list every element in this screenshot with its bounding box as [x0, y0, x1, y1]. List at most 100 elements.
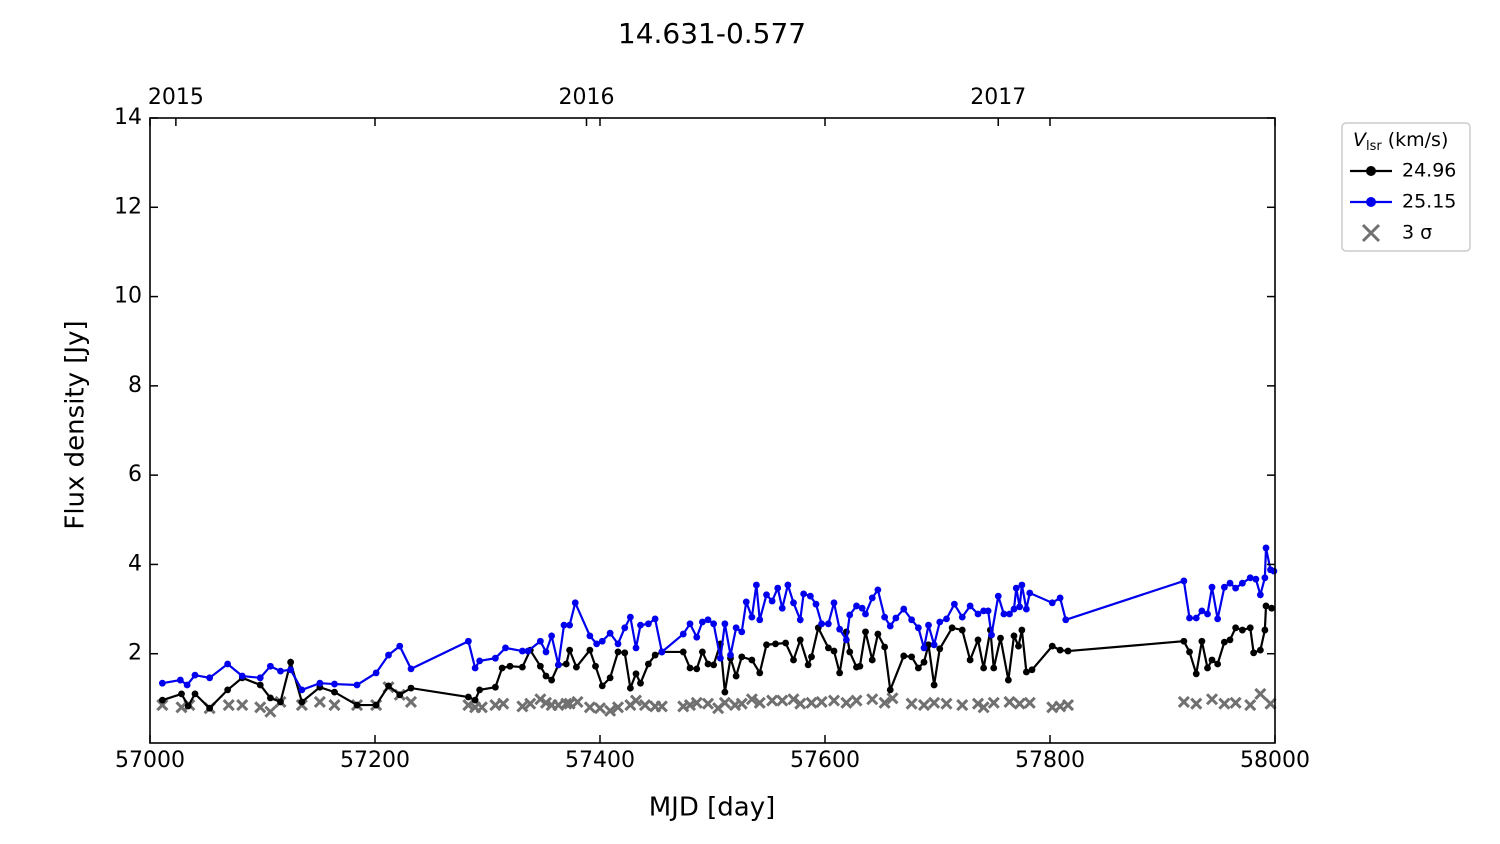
series-point — [298, 686, 306, 694]
series-point — [1056, 594, 1064, 602]
series-point — [900, 652, 908, 660]
sigma-point — [1177, 695, 1190, 708]
series-point — [908, 653, 916, 661]
series-point — [518, 663, 526, 671]
series-point — [997, 634, 1004, 642]
series-point — [158, 696, 166, 704]
series-point — [277, 667, 284, 675]
series-point — [1268, 604, 1276, 612]
series-point — [385, 651, 392, 659]
series-point — [586, 646, 594, 654]
sigma-point — [313, 695, 326, 708]
y-tick-label: 12 — [114, 194, 142, 219]
series-point — [1256, 646, 1264, 654]
series-point — [566, 621, 574, 629]
series-point — [1192, 670, 1200, 678]
series-point — [679, 630, 687, 638]
series-point — [464, 693, 472, 701]
series-point — [524, 647, 532, 655]
sigma-point — [1218, 697, 1231, 710]
series-point — [518, 647, 526, 655]
series-point — [191, 671, 199, 679]
series-point — [353, 701, 361, 709]
series-point — [800, 590, 808, 598]
legend-title-symbol: V — [1353, 129, 1368, 151]
series-point — [920, 658, 928, 666]
series-point — [238, 672, 246, 680]
series-point — [1012, 584, 1020, 592]
series-point — [1180, 577, 1188, 585]
series-point — [742, 598, 750, 606]
sigma-point — [593, 702, 607, 715]
series-point — [842, 636, 850, 644]
series-point — [1246, 574, 1254, 582]
series-point — [966, 602, 974, 610]
sigma-point — [753, 696, 766, 709]
series-point — [298, 698, 306, 706]
series-point — [974, 610, 982, 618]
x-axis-label: MJD [day] — [649, 793, 776, 823]
series-point — [1010, 605, 1018, 613]
series-point — [874, 630, 882, 638]
legend-title-subscript: lsr — [1366, 139, 1382, 154]
series-point — [266, 694, 274, 702]
series-point — [491, 654, 499, 662]
series-point — [1022, 605, 1030, 613]
y-axis-label: Flux density [Jy] — [61, 320, 91, 529]
series-point — [868, 594, 876, 602]
series-point — [698, 618, 706, 626]
series-point — [1186, 614, 1193, 622]
sigma-point — [878, 696, 891, 709]
sigma-point — [735, 697, 748, 710]
legend-box — [1341, 122, 1471, 252]
top-x-tick-label: 2017 — [970, 85, 1026, 110]
series-point — [184, 702, 192, 710]
legend-marker — [1366, 166, 1376, 176]
series-point — [1226, 636, 1234, 644]
series-point — [988, 631, 995, 639]
series-point — [637, 679, 644, 687]
legend-marker — [1361, 223, 1381, 243]
series-point — [331, 688, 338, 696]
series-point — [491, 683, 499, 691]
series-point — [1238, 626, 1246, 634]
sigma-point — [794, 697, 807, 710]
series-point — [476, 657, 484, 665]
sigma-point — [404, 695, 418, 708]
series-point — [224, 686, 232, 694]
series-point — [266, 662, 274, 670]
sigma-point — [1023, 696, 1036, 709]
series-point — [621, 624, 629, 632]
series-point — [930, 641, 938, 649]
series-point — [748, 613, 756, 621]
series-point — [1026, 589, 1034, 597]
series-point — [1028, 666, 1036, 674]
series-point — [548, 676, 556, 684]
sigma-point — [1003, 695, 1016, 708]
series-point — [950, 600, 958, 608]
series-point — [566, 646, 574, 654]
series-point — [900, 605, 908, 613]
sigma-point — [655, 700, 668, 713]
series-point — [651, 615, 659, 623]
series-point — [721, 688, 729, 696]
series-point — [704, 616, 712, 624]
series-point — [1261, 626, 1269, 634]
sigma-point — [264, 705, 277, 718]
series-point — [372, 669, 380, 677]
series-point — [812, 600, 820, 608]
series-point — [1246, 624, 1254, 632]
sigma-point — [462, 698, 475, 712]
series-point — [790, 599, 797, 607]
x-tick-label: 58000 — [1240, 748, 1310, 773]
series-point — [984, 607, 992, 615]
sigma-point — [328, 698, 341, 712]
series-point — [1220, 638, 1228, 646]
series-point — [1192, 614, 1200, 622]
plot-frame — [149, 117, 1276, 744]
series-point — [756, 616, 764, 624]
series-point — [818, 620, 826, 628]
series-point — [1198, 607, 1206, 615]
sigma-point — [560, 697, 573, 710]
